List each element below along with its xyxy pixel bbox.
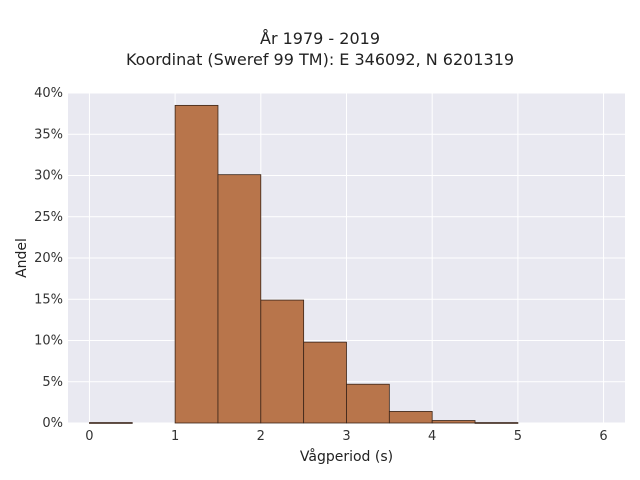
histogram-bar: [388, 411, 433, 424]
x-tick-label: 5: [514, 429, 522, 444]
y-axis-label: Andel: [14, 238, 30, 278]
x-tick-label: 2: [257, 429, 265, 444]
x-tick-label: 4: [428, 429, 436, 444]
y-axis-ticks: 0% 5% 10% 15% 20% 25% 30% 35% 40%: [34, 86, 63, 431]
bars: [89, 104, 519, 424]
y-tick-label: 30%: [34, 169, 63, 184]
histogram-bar: [474, 422, 519, 424]
chart-subtitle: Koordinat (Sweref 99 TM): E 346092, N 62…: [125, 50, 515, 69]
histogram-bar: [303, 341, 347, 424]
y-tick-label: 35%: [34, 127, 63, 142]
histogram-bar: [89, 422, 133, 424]
chart-title: År 1979 - 2019: [260, 29, 380, 48]
histogram-bar: [346, 383, 390, 424]
y-tick-label: 20%: [34, 251, 63, 266]
histogram-bar: [260, 299, 305, 424]
histogram-bar: [217, 174, 262, 424]
x-tick-label: 1: [171, 429, 179, 444]
y-tick-label: 10%: [34, 334, 63, 349]
histogram-bar: [431, 420, 476, 424]
x-tick-label: 6: [599, 429, 607, 444]
y-tick-label: 5%: [42, 375, 63, 390]
x-tick-label: 3: [342, 429, 350, 444]
histogram-bar: [174, 104, 219, 424]
y-tick-label: 15%: [34, 292, 63, 307]
x-axis-ticks: 0 1 2 3 4 5 6: [85, 429, 607, 444]
y-tick-label: 40%: [34, 86, 63, 101]
x-tick-label: 0: [85, 429, 93, 444]
y-tick-label: 25%: [34, 210, 63, 225]
x-axis-label: Vågperiod (s): [300, 448, 393, 465]
y-tick-label: 0%: [42, 416, 63, 431]
